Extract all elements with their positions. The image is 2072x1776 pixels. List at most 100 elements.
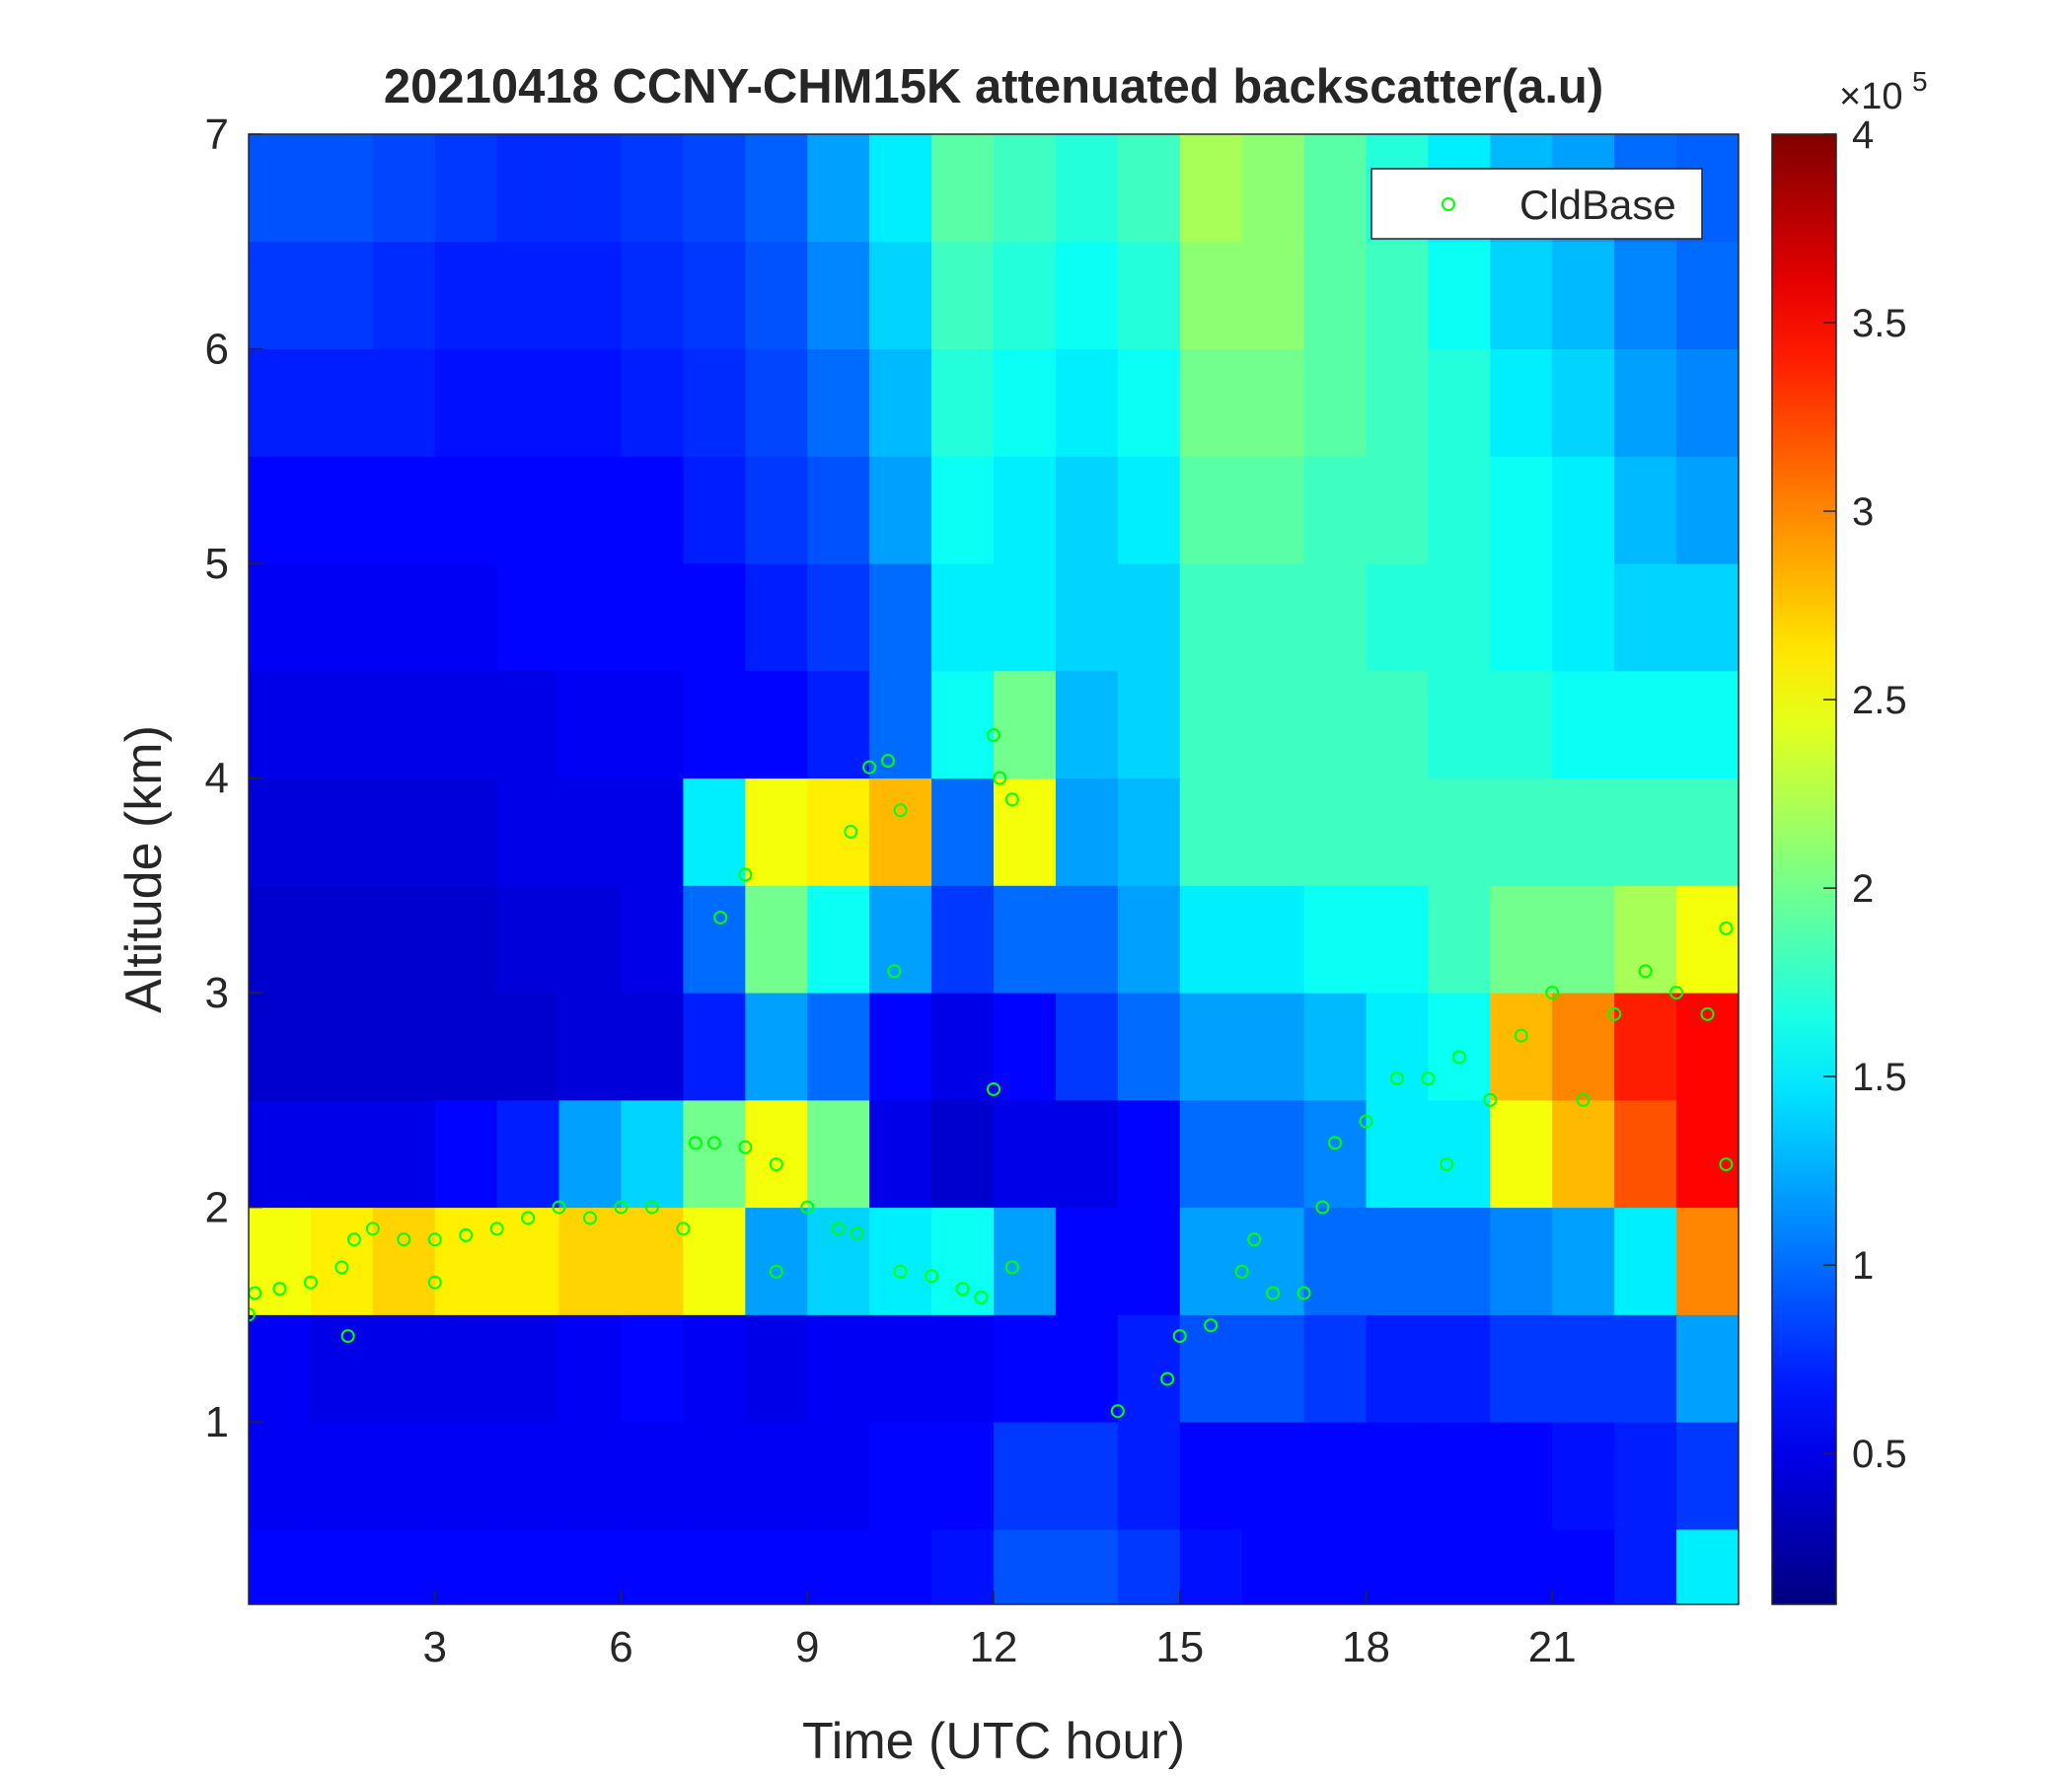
heat-cell <box>1179 1314 1243 1423</box>
heat-cell <box>683 993 746 1101</box>
heat-cell <box>745 1314 808 1423</box>
heat-cell <box>1241 563 1305 672</box>
heat-cell <box>1055 777 1119 886</box>
heat-cell <box>1428 1528 1491 1604</box>
heat-cell <box>1552 1099 1615 1209</box>
y-tick-label: 4 <box>205 755 229 803</box>
colorbar-exponent: 5 <box>1912 66 1928 97</box>
heat-cell <box>1055 670 1119 779</box>
heat-cell <box>931 885 995 994</box>
heat-cell <box>807 1314 870 1423</box>
heat-cell <box>558 563 622 672</box>
heat-cell <box>931 348 995 457</box>
heat-cell <box>1303 241 1367 350</box>
heat-cell <box>745 563 808 672</box>
heat-cell <box>1428 348 1491 457</box>
heat-cell <box>1179 1422 1243 1530</box>
heat-cell <box>869 885 932 994</box>
heat-cell <box>931 670 995 779</box>
heat-cell <box>249 993 312 1101</box>
cloud-base-point <box>334 1260 349 1275</box>
cloud-base-point <box>1359 1114 1373 1129</box>
heat-cell <box>1366 456 1429 564</box>
heat-cell <box>1552 777 1615 886</box>
heat-cell <box>1366 241 1429 350</box>
heat-cell <box>1241 885 1305 994</box>
legend-marker <box>1442 197 1455 211</box>
cloud-base-point <box>738 1140 753 1154</box>
heat-cell <box>249 456 312 564</box>
heat-cell <box>621 1314 684 1423</box>
cloud-base-point <box>1004 792 1019 807</box>
heat-cell <box>310 563 374 672</box>
heat-cell <box>1552 1314 1615 1423</box>
heat-cell <box>1676 348 1739 457</box>
cloud-base-point <box>1451 1050 1466 1065</box>
heat-cell <box>621 670 684 779</box>
heat-cell <box>249 348 312 457</box>
heat-cell <box>1179 134 1243 243</box>
heat-cell <box>1303 456 1367 564</box>
heat-cell <box>1366 777 1429 886</box>
heat-cell <box>869 563 932 672</box>
heat-cell <box>1614 1099 1677 1209</box>
heat-cell <box>621 348 684 457</box>
heat-cell <box>1676 885 1739 994</box>
cloud-base-point <box>1545 986 1560 1000</box>
heat-cell <box>558 241 622 350</box>
heat-cell <box>1179 885 1243 994</box>
heat-cell <box>372 563 436 672</box>
heat-cell <box>807 1528 870 1604</box>
heat-cell <box>1117 777 1181 886</box>
heat-cell <box>249 241 312 350</box>
heat-cell <box>994 348 1057 457</box>
heat-cell <box>434 456 498 564</box>
cloud-base-point <box>365 1221 380 1236</box>
colorbar-tick-label: 3.5 <box>1852 302 1907 345</box>
heat-cell <box>1428 1207 1491 1315</box>
heat-cell <box>434 1099 498 1209</box>
cloud-base-point <box>1315 1200 1330 1215</box>
x-tick-label: 9 <box>795 1623 819 1671</box>
heat-cell <box>869 134 932 243</box>
heat-cell <box>683 348 746 457</box>
heat-cell <box>1366 670 1429 779</box>
heat-cell <box>434 348 498 457</box>
heat-cell <box>621 1528 684 1604</box>
heat-cell <box>745 670 808 779</box>
heat-cell <box>558 456 622 564</box>
heat-cell <box>745 348 808 457</box>
heat-cell <box>1676 670 1739 779</box>
y-tick-label: 2 <box>205 1184 229 1232</box>
heat-cell <box>496 241 560 350</box>
heat-cell <box>1676 1314 1739 1423</box>
heat-cell <box>994 1528 1057 1604</box>
heat-cell <box>496 134 560 243</box>
heat-cell <box>1614 993 1677 1101</box>
legend-label: CldBase <box>1519 182 1676 228</box>
heat-cell <box>1303 1528 1367 1604</box>
heat-cell <box>1303 993 1367 1101</box>
heat-cell <box>558 993 622 1101</box>
x-tick-label: 6 <box>609 1623 632 1671</box>
colorbar-tick-label: 2.5 <box>1852 679 1907 722</box>
heat-cell <box>1490 456 1553 564</box>
heat-cell <box>1490 777 1553 886</box>
heat-cell <box>249 885 312 994</box>
heat-cell <box>249 134 312 243</box>
cloud-base-point <box>249 1307 256 1322</box>
heat-cell <box>434 563 498 672</box>
cloud-base-point <box>769 1157 783 1172</box>
cloud-base-point <box>397 1232 411 1247</box>
cloud-base-point <box>303 1275 318 1290</box>
heat-cell <box>621 885 684 994</box>
heat-cell <box>1614 1314 1677 1423</box>
cloud-base-point <box>459 1227 474 1242</box>
cloud-base-point <box>583 1211 598 1225</box>
cloud-base-point <box>738 867 753 882</box>
heat-cell <box>434 993 498 1101</box>
heat-cell <box>931 777 995 886</box>
heat-cell <box>1676 563 1739 672</box>
heat-cell <box>621 777 684 886</box>
heat-cell <box>1117 1528 1181 1604</box>
